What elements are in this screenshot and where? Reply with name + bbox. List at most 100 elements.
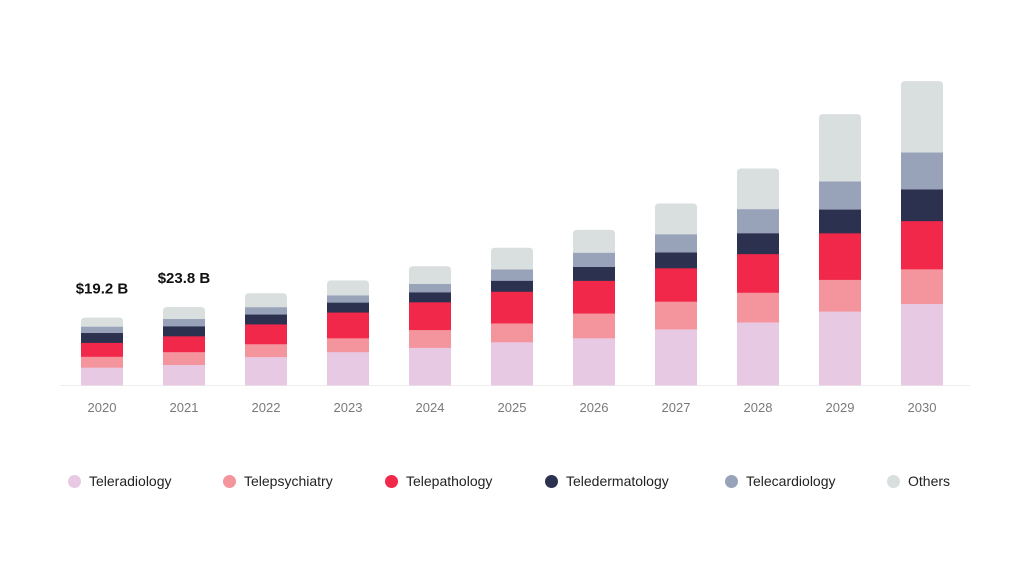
bar-segment-2023-others (327, 280, 369, 296)
legend-swatch-teledermatology (545, 474, 558, 488)
bar-segment-2029-others (819, 114, 861, 182)
bar-segment-2025-telepathology (491, 291, 533, 324)
bar-segment-2028-others (737, 168, 779, 210)
bar-segment-2021-telepathology (163, 335, 205, 353)
bar-segment-2027-telepsychiatry (655, 301, 697, 330)
legend-label-telepsychiatry: Telepsychiatry (244, 473, 333, 489)
bar-segment-2026-others (573, 229, 615, 253)
bar-stack-2030 (901, 81, 943, 386)
legend-item-teleradiology: Teleradiology (68, 470, 172, 492)
bar-segment-2023-telepathology (327, 312, 369, 339)
bar-segment-2022-telepathology (245, 323, 287, 345)
bar-segment-2024-teledermatology (409, 291, 451, 303)
bar-segment-2020-telecardiology (81, 326, 123, 334)
bar-segment-2030-teleradiology (901, 303, 943, 386)
bar-segment-2021-others (163, 307, 205, 319)
bar-segment-2023-telecardiology (327, 295, 369, 303)
x-tick-label-2025: 2025 (498, 400, 527, 415)
bar-segment-2030-teledermatology (901, 188, 943, 222)
bar-segment-2030-others (901, 81, 943, 153)
bar-segment-2024-others (409, 266, 451, 285)
bar-segment-2024-telepathology (409, 301, 451, 331)
bar-segment-2027-teleradiology (655, 328, 697, 386)
bar-segment-2023-teleradiology (327, 351, 369, 386)
bar-segment-2024-teleradiology (409, 347, 451, 386)
x-tick-label-2026: 2026 (580, 400, 609, 415)
legend-label-teledermatology: Teledermatology (566, 473, 669, 489)
bar-segment-2023-telepsychiatry (327, 337, 369, 353)
bar-segment-2020-teleradiology (81, 367, 123, 386)
x-tick-label-2020: 2020 (88, 400, 117, 415)
bar-segment-2029-teledermatology (819, 209, 861, 234)
bar-stack-2026 (573, 229, 615, 386)
bar-segment-2022-teledermatology (245, 314, 287, 325)
legend-item-teledermatology: Teledermatology (545, 470, 669, 492)
bar-segment-2026-teledermatology (573, 266, 615, 281)
bar-segment-2020-telepathology (81, 342, 123, 357)
chart-plot-area: 2020 2021 2022 2023 2024 2025 2026 2027 2028 2029… (60, 81, 970, 415)
legend-swatch-others (887, 474, 900, 488)
bar-segment-2027-telecardiology (655, 234, 697, 253)
bar-segment-2025-telepsychiatry (491, 322, 533, 343)
x-tick-label-2024: 2024 (416, 400, 445, 415)
bar-segment-2030-telepathology (901, 220, 943, 270)
legend-item-others: Others (887, 470, 950, 492)
bar-segment-2022-telecardiology (245, 307, 287, 315)
bar-segment-2025-telecardiology (491, 269, 533, 281)
total-label-2021: $23.8 B (158, 270, 211, 287)
bar-segment-2028-telepsychiatry (737, 292, 779, 323)
bar-stack-2022 (245, 293, 287, 386)
legend-swatch-teleradiology (68, 474, 81, 488)
bar-segment-2026-telepsychiatry (573, 313, 615, 339)
bar-segment-2028-teledermatology (737, 232, 779, 255)
bar-segment-2024-telepsychiatry (409, 329, 451, 348)
bar-segment-2022-teleradiology (245, 356, 287, 386)
bar-segment-2029-telepsychiatry (819, 279, 861, 312)
bar-segment-2021-telepsychiatry (163, 351, 205, 366)
bar-segment-2027-teledermatology (655, 252, 697, 269)
bar-segment-2029-telecardiology (819, 181, 861, 210)
bar-segment-2028-telecardiology (737, 209, 779, 234)
legend-swatch-telepsychiatry (223, 474, 236, 488)
bar-stack-2023 (327, 280, 369, 386)
bar-segment-2027-telepathology (655, 267, 697, 302)
bar-segment-2025-teledermatology (491, 280, 533, 292)
legend-label-others: Others (908, 473, 951, 489)
bar-segment-2022-telepsychiatry (245, 343, 287, 358)
bar-segment-2020-others (81, 317, 123, 327)
bar-segment-2022-others (245, 293, 287, 308)
legend-item-telecardiology: Telecardiology (725, 470, 836, 492)
bar-segment-2030-telepsychiatry (901, 268, 943, 304)
bar-segment-2021-telecardiology (163, 319, 205, 327)
chart-legend: Teleradiology Telepsychiatry Telepatholo… (0, 470, 1024, 492)
x-tick-label-2023: 2023 (334, 400, 363, 415)
x-tick-label-2021: 2021 (170, 400, 199, 415)
x-tick-label-2028: 2028 (744, 400, 773, 415)
bar-segment-2021-teledermatology (163, 325, 205, 337)
x-tick-label-2029: 2029 (826, 400, 855, 415)
bar-segment-2028-teleradiology (737, 321, 779, 386)
bar-stack-2028 (737, 168, 779, 386)
bar-segment-2029-telepathology (819, 232, 861, 280)
legend-label-telepathology: Telepathology (406, 473, 493, 489)
x-tick-label-2022: 2022 (252, 400, 281, 415)
bar-segment-2024-telecardiology (409, 284, 451, 293)
bar-stack-2021 (163, 307, 205, 386)
bar-segment-2028-telepathology (737, 253, 779, 293)
bar-segment-2020-teledermatology (81, 332, 123, 343)
bar-segment-2025-others (491, 247, 533, 270)
bar-stack-2025 (491, 247, 533, 386)
x-tick-label-2027: 2027 (662, 400, 691, 415)
bar-segment-2029-teleradiology (819, 311, 861, 386)
bar-stack-2024 (409, 266, 451, 386)
bar-stack-2027 (655, 203, 697, 386)
bar-stack-2020 (81, 317, 123, 386)
bar-segment-2027-others (655, 203, 697, 235)
bar-segment-2030-telecardiology (901, 152, 943, 190)
x-tick-label-2030: 2030 (908, 400, 937, 415)
bar-stack-2029 (819, 114, 861, 386)
legend-swatch-telecardiology (725, 474, 738, 488)
bar-segment-2026-teleradiology (573, 337, 615, 386)
bar-segment-2023-teledermatology (327, 302, 369, 313)
